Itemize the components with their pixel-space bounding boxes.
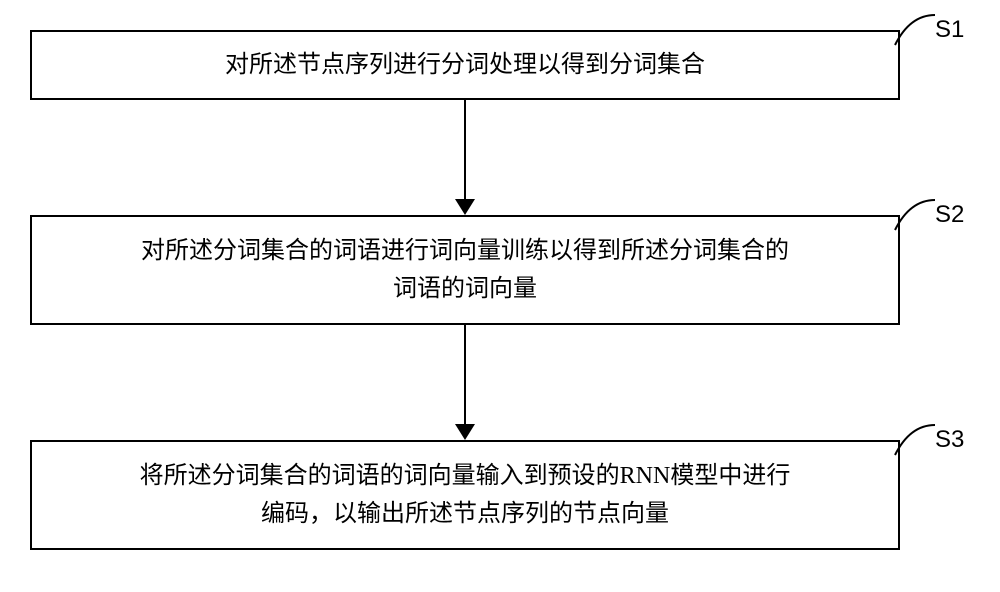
step-1-label: S1	[935, 16, 964, 44]
arrow-2-to-3	[445, 325, 485, 440]
step-2-box: 对所述分词集合的词语进行词向量训练以得到所述分词集合的词语的词向量	[30, 215, 900, 325]
step-3-label: S3	[935, 426, 964, 454]
step-2-text: 对所述分词集合的词语进行词向量训练以得到所述分词集合的词语的词向量	[141, 232, 789, 309]
flowchart-canvas: 对所述节点序列进行分词处理以得到分词集合 S1 对所述分词集合的词语进行词向量训…	[0, 0, 1000, 592]
step-1-text: 对所述节点序列进行分词处理以得到分词集合	[225, 46, 705, 84]
step-3-text: 将所述分词集合的词语的词向量输入到预设的RNN模型中进行编码，以输出所述节点序列…	[140, 457, 791, 534]
step-1-box: 对所述节点序列进行分词处理以得到分词集合	[30, 30, 900, 100]
step-2-label: S2	[935, 201, 964, 229]
arrow-1-to-2	[445, 100, 485, 215]
step-3-box: 将所述分词集合的词语的词向量输入到预设的RNN模型中进行编码，以输出所述节点序列…	[30, 440, 900, 550]
